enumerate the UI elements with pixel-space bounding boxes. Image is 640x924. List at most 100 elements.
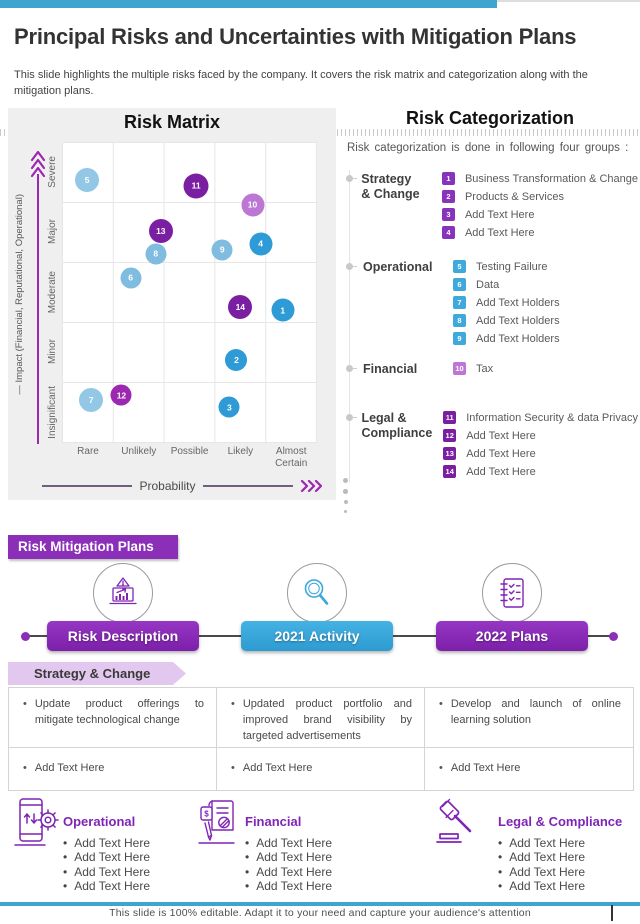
chart-warning-icon [109,577,137,605]
risk-category-item: 1 Business Transformation & Change [441,172,638,185]
group-label: Financial [363,362,453,377]
group-label: Strategy & Change [361,172,442,202]
risk-category-item: 6 Data [453,278,638,291]
group-items: 11 Information Security & data Privacy 12 A… [443,411,638,478]
risk-group-1: Operational 5 Testing Failure 6 Data 7 Add Tex… [346,260,638,345]
risk-point-1: 1 [271,298,295,322]
risk-point-10: 10 [241,193,264,217]
risk-category-item: 7 Add Text Holders [453,296,638,309]
footer-note: This slide is 100% editable. Adapt it to… [109,907,531,919]
risk-categorization-title: Risk Categorization [405,108,575,128]
axis-line [202,485,293,487]
risk-category-text: Tax [476,362,494,375]
bullet: • [23,698,27,710]
risk-category-item: 11 Information Security & data Privacy [443,411,638,424]
bullet: • [439,698,443,710]
group-label-line: Strategy [361,172,412,186]
impact-tick-3: Minor [46,339,58,365]
risk-number-chip: 2 [441,190,455,203]
risk-number-chip: 7 [453,296,466,309]
activity-2021-button: 2021 Activity [241,621,393,651]
risk-matrix-plot: 1 2 3 4 5 6 7 8 9 10 11 12 13 14 [62,142,317,443]
risk-mitigation-plans-banner: Risk Mitigation Plans [8,535,178,559]
bullet: • [245,864,250,879]
probability-tick-2: Possible [170,446,209,457]
risk-point-6: 6 [120,267,142,289]
invoice-icon: $ [198,800,235,844]
strategy-table-cell: • Add Text Here [425,747,633,790]
bottom-list-text: Add Text Here [509,850,586,865]
risk-category-item: 8 Add Text Holders [453,314,638,327]
hatch-divider-left [0,129,7,136]
strategy-table-cell: • Add Text Here [217,747,425,790]
magnifier-icon [304,579,329,605]
bottom-list-item: • Add Text Here [498,850,622,864]
risk-category-item: 3 Add Text Here [441,208,638,221]
bullet: • [63,836,68,850]
bottom-list-text: Add Text Here [509,836,586,850]
bottom-list-text: Add Text Here [509,864,586,879]
probability-tick-0: Rare [77,446,99,457]
risk-category-item: 13 Add Text Here [443,447,638,460]
risk-category-item: 9 Add Text Holders [453,332,638,345]
risk-number-chip: 12 [443,429,457,442]
risk-number-chip: 3 [441,208,455,221]
impact-tick-2: Moderate [46,270,58,314]
bullet: • [63,850,68,865]
bottom-list-text: Add Text Here [74,836,151,850]
bullet: • [245,850,250,865]
risk-number-chip: 1 [441,172,455,185]
bottom-list-text: Add Text Here [256,836,333,850]
legal-compliance-list: • Add Text Here • Add Text Here • Add Text He… [498,836,622,893]
group-label-line: Operational [363,260,433,274]
group-label-line: Legal & [361,411,407,425]
trail-dots [343,478,348,513]
risk-category-text: Business Transformation & Change [464,172,638,185]
group-label: Operational [363,260,453,275]
group-connector-line [349,170,350,482]
risk-number-chip: 4 [441,226,455,239]
risk-categorization-panel: Risk Categorization Risk categorization … [337,108,640,540]
risk-category-text: Add Text Here [466,429,536,442]
probability-tick-4: Almost Certain [275,446,308,469]
risk-point-2: 2 [225,349,248,372]
bullet: • [23,762,27,774]
bottom-list-item: • Add Text Here [63,836,150,850]
risk-point-3: 3 [218,396,240,418]
bottom-list-item: • Add Text Here [63,865,150,879]
bottom-list-item: • Add Text Here [498,879,622,893]
top-accent-bar-gray [497,0,640,2]
strategy-cell-text: Add Text Here [34,762,105,774]
plans-circle [482,563,542,623]
group-marker-icon [346,175,361,182]
strategy-cell-text: Add Text Here [242,762,313,774]
bottom-list-text: Add Text Here [509,878,586,893]
risk-category-item: 12 Add Text Here [443,429,638,442]
group-label-line: Financial [363,362,418,376]
probability-tick-3: Likely [227,446,254,457]
probability-tick-1: Unlikely [121,446,157,457]
risk-category-text: Testing Failure [476,260,548,273]
risk-group-0: Strategy & Change 1 Business Transformation… [346,172,638,239]
impact-tick-4: Insignificant [46,385,58,439]
risk-point-13: 13 [148,218,173,243]
operational-heading: Operational [63,814,136,829]
group-items: 10 Tax [453,362,638,375]
operational-section: Operational • Add Text Here • Add Text Here… [63,814,150,893]
bottom-list-text: Add Text Here [74,864,151,879]
risk-group-2: Financial 10 Tax [346,362,638,377]
bullet: • [498,878,503,893]
bullet: • [63,878,68,893]
risk-number-chip: 11 [443,411,457,424]
impact-tick-1: Major [46,219,58,245]
bottom-list-item: • Add Text Here [245,865,332,879]
bottom-list-text: Add Text Here [256,864,333,879]
group-items: 1 Business Transformation & Change 2 Produc… [441,172,638,239]
risk-categorization-intro: Risk categorization is done in following… [347,142,629,154]
risk-category-text: Add Text Holders [476,314,560,327]
checklist-icon [500,578,524,608]
bullet: • [439,762,443,774]
risk-category-item: 4 Add Text Here [441,226,638,239]
strategy-cell-text: Updated product portfolio and improved b… [242,698,412,742]
strategy-cell-text: Update product offerings to mitigate tec… [34,698,204,726]
